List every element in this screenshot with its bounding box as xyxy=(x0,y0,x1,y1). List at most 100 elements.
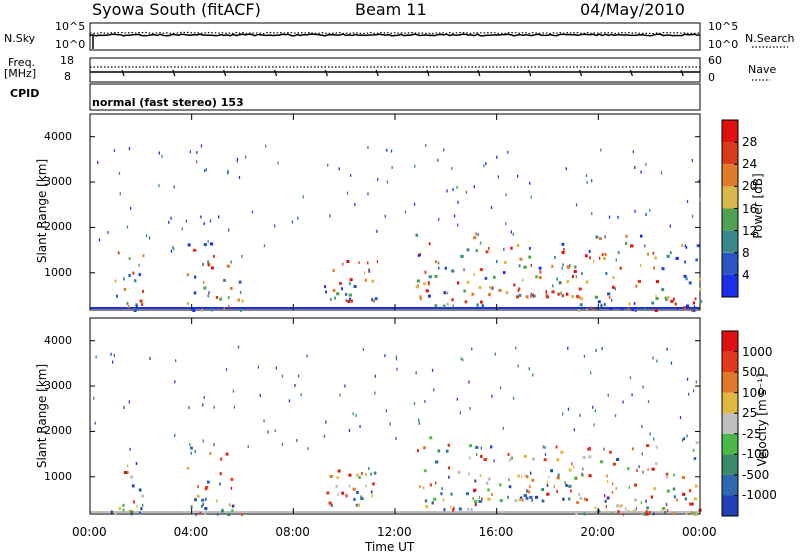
power-cell xyxy=(241,254,243,258)
velocity-cell xyxy=(508,478,510,482)
power-cell xyxy=(371,298,374,302)
power-cell xyxy=(476,304,479,308)
velocity-cell xyxy=(529,495,533,499)
velocity-cell xyxy=(359,425,361,428)
power-cell xyxy=(516,244,520,247)
power-cell xyxy=(604,235,606,239)
power-cell xyxy=(241,299,244,303)
velocity-cell xyxy=(688,392,690,396)
velocity-cell xyxy=(475,445,479,449)
power-cell xyxy=(404,210,407,214)
velocity-cell xyxy=(487,488,490,492)
power-cell xyxy=(628,302,631,306)
velocity-cell xyxy=(628,485,630,489)
velocity-cell xyxy=(638,465,640,469)
power-cell xyxy=(223,307,225,311)
velocity-cell xyxy=(583,512,586,516)
power-cell xyxy=(366,261,369,265)
power-cell xyxy=(376,229,378,233)
power-cell xyxy=(202,263,204,266)
power-cell xyxy=(605,272,608,275)
velocity-cell xyxy=(348,484,351,488)
velocity-cell xyxy=(93,396,95,400)
velocity-cell xyxy=(656,359,658,363)
velocity-cell xyxy=(617,510,620,513)
power-cell xyxy=(417,253,421,257)
velocity-cell xyxy=(216,499,218,503)
velocity-cell xyxy=(603,447,605,451)
velocity-cell xyxy=(624,507,627,511)
power-cell xyxy=(142,254,145,258)
power-cell xyxy=(203,222,205,226)
power-cell xyxy=(367,192,369,196)
velocity-colorbar-frame xyxy=(721,330,739,517)
velocity-cell xyxy=(582,456,586,459)
power-colorbar-tick-label: 8 xyxy=(742,245,750,260)
velocity-cell xyxy=(601,346,603,350)
power-cell xyxy=(192,309,196,312)
velocity-cell xyxy=(507,452,510,456)
velocity-cell xyxy=(507,495,509,499)
power-cell xyxy=(635,284,638,288)
velocity-cell xyxy=(693,511,696,515)
velocity-cell xyxy=(122,508,125,512)
velocity-cell xyxy=(682,492,686,496)
velocity-cell xyxy=(567,346,569,350)
power-cell xyxy=(208,291,210,295)
velocity-colorbar-segment xyxy=(722,454,738,475)
velocity-cell xyxy=(470,508,473,512)
velocity-cell xyxy=(126,471,129,474)
power-cell xyxy=(617,251,620,254)
power-cell xyxy=(634,209,636,213)
velocity-cell xyxy=(337,493,339,497)
power-cell xyxy=(643,307,646,311)
velocity-cell xyxy=(385,409,388,413)
power-cell xyxy=(457,200,459,204)
velocity-cell xyxy=(437,449,441,453)
power-cell xyxy=(699,299,703,303)
power-cell xyxy=(339,281,342,285)
power-cell xyxy=(545,295,550,299)
velocity-cell xyxy=(653,487,657,491)
power-cell xyxy=(615,258,617,262)
velocity-cell xyxy=(690,511,692,515)
power-cell xyxy=(561,294,564,298)
velocity-cell xyxy=(425,505,429,508)
power-cell xyxy=(696,244,700,248)
power-cell xyxy=(187,243,191,247)
power-cell xyxy=(117,251,120,255)
velocity-cell xyxy=(568,497,571,501)
power-cell xyxy=(349,278,353,282)
power-cell xyxy=(565,292,569,296)
power-cell xyxy=(612,285,615,289)
power-cell xyxy=(116,294,118,298)
velocity-cell xyxy=(368,466,370,470)
nsearch-tick-high: 10^5 xyxy=(708,20,739,33)
velocity-cell xyxy=(546,480,549,484)
velocity-cell xyxy=(519,496,523,500)
velocity-cell xyxy=(362,348,364,351)
power-colorbar-segment xyxy=(722,142,738,165)
power-cell xyxy=(686,200,689,203)
velocity-cell xyxy=(531,478,535,482)
velocity-colorbar-tick-label: 25 xyxy=(742,406,758,421)
velocity-cell xyxy=(604,494,606,498)
velocity-cell xyxy=(647,400,650,404)
velocity-cell xyxy=(642,385,644,389)
power-cell xyxy=(675,256,679,260)
power-cell xyxy=(456,185,458,189)
power-cell xyxy=(185,219,188,223)
velocity-cell xyxy=(515,346,517,350)
velocity-cell xyxy=(206,480,210,484)
power-cell xyxy=(551,290,555,294)
velocity-cell xyxy=(478,500,482,503)
power-cell xyxy=(451,298,454,302)
velocity-cell xyxy=(560,450,564,454)
velocity-cell xyxy=(204,507,208,511)
velocity-cell xyxy=(583,354,586,358)
velocity-cell xyxy=(459,411,461,415)
power-cell xyxy=(512,232,514,236)
freq-dip xyxy=(528,69,532,77)
power-cell xyxy=(532,294,536,298)
power-cell xyxy=(627,307,629,311)
